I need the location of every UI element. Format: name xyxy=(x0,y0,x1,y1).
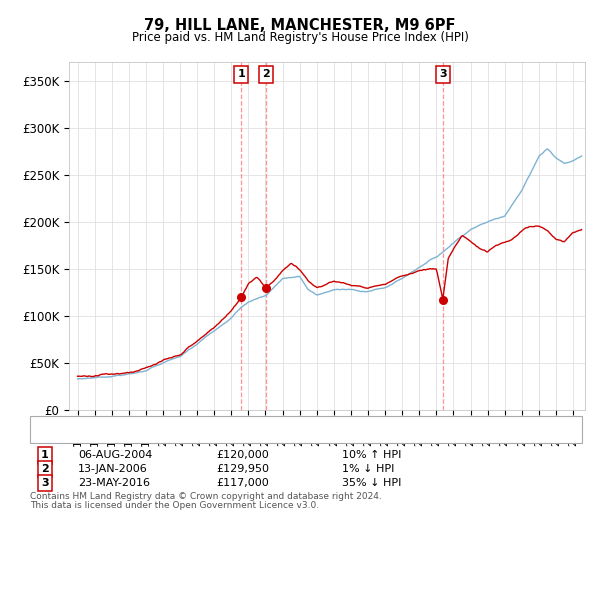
Text: 3: 3 xyxy=(41,478,49,487)
Text: HPI: Average price, semi-detached house, Manchester: HPI: Average price, semi-detached house,… xyxy=(87,430,370,440)
Text: £117,000: £117,000 xyxy=(216,478,269,487)
Text: Price paid vs. HM Land Registry's House Price Index (HPI): Price paid vs. HM Land Registry's House … xyxy=(131,31,469,44)
Text: 3: 3 xyxy=(439,70,446,80)
Text: 35% ↓ HPI: 35% ↓ HPI xyxy=(342,478,401,487)
Text: 13-JAN-2006: 13-JAN-2006 xyxy=(78,464,148,474)
Text: Contains HM Land Registry data © Crown copyright and database right 2024.: Contains HM Land Registry data © Crown c… xyxy=(30,492,382,502)
Text: This data is licensed under the Open Government Licence v3.0.: This data is licensed under the Open Gov… xyxy=(30,501,319,510)
Text: £120,000: £120,000 xyxy=(216,451,269,460)
Text: 2: 2 xyxy=(41,464,49,474)
Text: 10% ↑ HPI: 10% ↑ HPI xyxy=(342,451,401,460)
Text: 1: 1 xyxy=(238,70,245,80)
Text: 23-MAY-2016: 23-MAY-2016 xyxy=(78,478,150,487)
Text: 06-AUG-2004: 06-AUG-2004 xyxy=(78,451,152,460)
Text: 79, HILL LANE, MANCHESTER, M9 6PF: 79, HILL LANE, MANCHESTER, M9 6PF xyxy=(144,18,456,32)
Text: 79, HILL LANE, MANCHESTER, M9 6PF (semi-detached house): 79, HILL LANE, MANCHESTER, M9 6PF (semi-… xyxy=(87,418,406,428)
Text: 1% ↓ HPI: 1% ↓ HPI xyxy=(342,464,394,474)
Text: 1: 1 xyxy=(41,451,49,460)
Text: £129,950: £129,950 xyxy=(216,464,269,474)
Text: 2: 2 xyxy=(262,70,270,80)
